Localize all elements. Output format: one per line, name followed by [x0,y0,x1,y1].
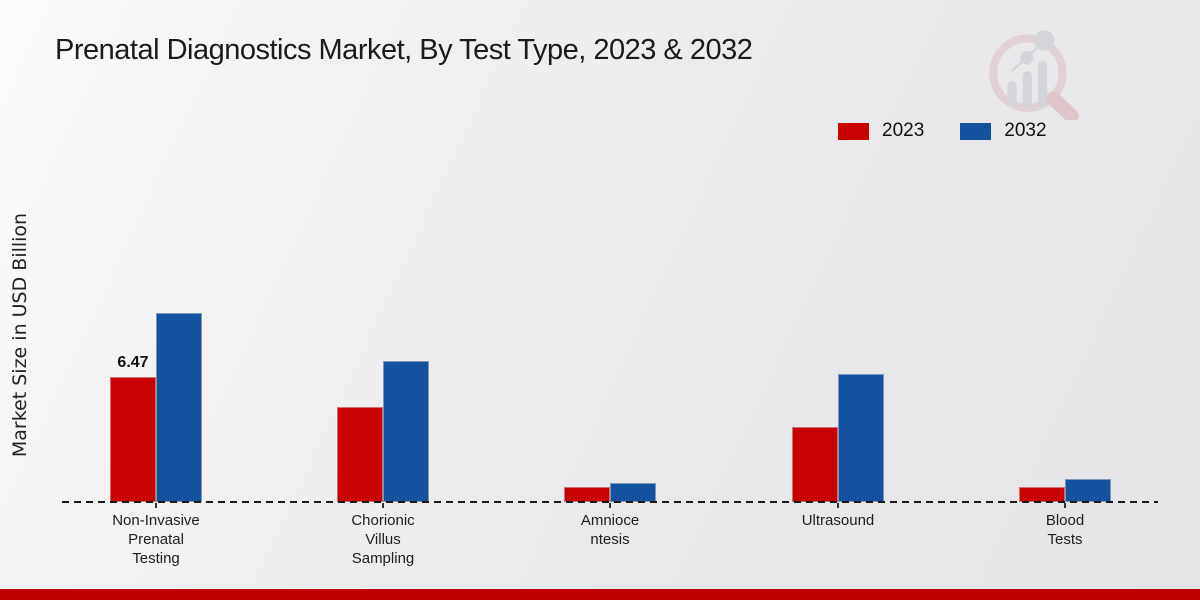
x-axis-tick-1 [382,503,384,508]
bar-2023-category-0 [110,377,156,502]
bar-2032-category-4 [1065,479,1111,502]
x-axis-category-label-3: Ultrasound [801,512,875,529]
x-axis-baseline [62,501,1158,503]
bar-2032-category-0 [156,313,202,502]
chart-title: Prenatal Diagnostics Market, By Test Typ… [55,34,753,66]
legend-swatch-2032 [960,122,992,140]
x-axis-category-label-2: Amnioce ntesis [580,512,640,549]
market-research-future-logo-icon [989,30,1079,120]
bar-2023-category-4 [1019,487,1065,502]
x-axis-tick-0 [155,503,157,508]
x-axis-category-label-1: Chorionic Villus Sampling [351,512,415,568]
bar-2023-category-2 [564,487,610,502]
legend-swatch-2023 [838,122,869,140]
bar-2023-category-1 [337,407,383,502]
x-axis-tick-4 [1064,503,1066,508]
x-axis-tick-3 [837,503,839,508]
bar-2032-category-2 [610,483,656,502]
legend-label-2023: 2023 [882,120,925,141]
legend-item-2023: 2023 [838,120,924,142]
footer-accent-bar [0,589,1200,600]
bar-2032-category-1 [383,361,429,502]
legend-label-2032: 2032 [1004,120,1047,141]
data-label-2023-category-0: 6.47 [117,354,149,371]
x-axis-category-label-0: Non-Invasive Prenatal Testing [112,512,200,568]
legend: 2023 2032 [838,120,1047,142]
bar-2032-category-3 [838,374,884,502]
x-axis-category-label-4: Blood Tests [1045,512,1085,549]
x-axis-tick-2 [609,503,611,508]
bar-2023-category-3 [792,427,838,502]
legend-item-2032: 2032 [960,120,1047,142]
